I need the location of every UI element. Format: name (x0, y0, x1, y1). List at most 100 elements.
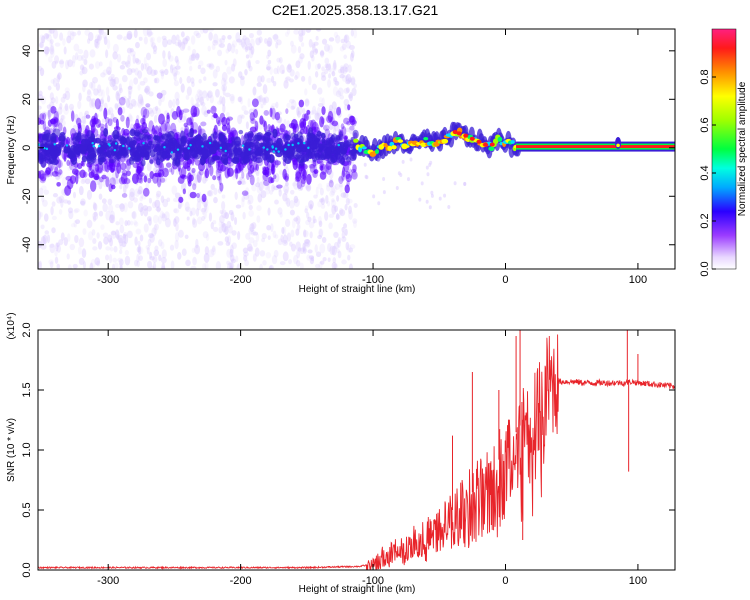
noise-blob (162, 198, 169, 208)
energy-blob (259, 115, 264, 125)
peak-speckle (277, 150, 280, 153)
core-blob (48, 142, 54, 153)
noise-blob (143, 88, 149, 94)
core-blob (122, 149, 130, 156)
noise-blob (324, 68, 329, 75)
noise-blob (97, 240, 103, 250)
energy-blob (158, 172, 162, 178)
noise-blob (283, 184, 290, 194)
noise-blob (40, 95, 47, 105)
noise-blob (57, 168, 64, 179)
spectrogram-heatmap (38, 29, 675, 269)
energy-blob (349, 115, 356, 126)
noise-blob (42, 234, 48, 245)
noise-blob (102, 179, 109, 188)
noise-blob (279, 212, 283, 218)
noise-blob (122, 233, 126, 244)
noise-blob (226, 260, 231, 266)
core-blob (140, 159, 146, 167)
noise-blob (155, 207, 162, 212)
noise-blob (74, 234, 79, 244)
noise-blob (107, 70, 111, 76)
noise-blob (229, 248, 234, 258)
core-blob (352, 129, 359, 139)
noise-blob (167, 50, 171, 60)
core-blob (243, 133, 250, 142)
noise-blob (272, 80, 277, 87)
trailing-blob (363, 162, 367, 167)
core-blob (159, 135, 165, 142)
energy-blob (69, 175, 77, 184)
noise-blob (49, 261, 54, 269)
energy-blob (269, 107, 273, 118)
track-strong-point (463, 133, 469, 138)
noise-blob (95, 34, 101, 41)
noise-blob (333, 79, 339, 85)
noise-blob (183, 38, 188, 46)
noise-blob (98, 210, 104, 217)
noise-blob (143, 223, 149, 233)
noise-blob (96, 260, 101, 267)
noise-blob (351, 87, 357, 97)
noise-blob (341, 75, 348, 82)
core-blob (311, 148, 319, 153)
energy-blob (196, 171, 202, 183)
noise-blob (241, 197, 245, 208)
noise-blob (84, 29, 91, 36)
noise-blob (44, 46, 50, 55)
energy-blob (221, 116, 228, 127)
energy-blob (115, 167, 119, 179)
core-blob (296, 131, 303, 138)
noise-blob (271, 184, 275, 192)
noise-blob (293, 180, 299, 190)
noise-blob (261, 237, 266, 243)
core-blob (221, 148, 229, 157)
energy-blob (131, 173, 139, 184)
noise-blob (308, 75, 312, 86)
energy-blob (309, 163, 315, 173)
noise-blob (210, 247, 216, 256)
core-blob (284, 155, 292, 165)
noise-blob (136, 246, 141, 253)
noise-blob (143, 77, 148, 84)
trailing-blob (425, 199, 429, 204)
noise-blob (113, 245, 118, 253)
energy-blob (79, 169, 86, 179)
energy-blob (226, 117, 231, 126)
energy-blob (343, 161, 350, 173)
noise-blob (268, 264, 274, 269)
noise-blob (345, 74, 349, 82)
noise-blob (66, 253, 70, 260)
energy-blob (300, 168, 307, 179)
energy-blob (308, 119, 314, 129)
energy-blob (321, 106, 326, 116)
noise-blob (191, 170, 195, 177)
snr-x-axis-label: Height of straight line (km) (299, 584, 416, 595)
energy-blob (186, 117, 193, 126)
noise-blob (308, 255, 314, 260)
noise-blob (90, 258, 96, 268)
noise-blob (318, 229, 323, 237)
noise-blob (196, 196, 201, 203)
noise-blob (289, 241, 293, 247)
noise-blob (112, 176, 119, 185)
energy-blob (142, 108, 150, 119)
noise-blob (296, 249, 301, 259)
core-blob (63, 145, 71, 154)
energy-blob (285, 108, 289, 115)
energy-blob (70, 110, 75, 122)
peak-speckle (271, 146, 275, 149)
peak-speckle (53, 143, 56, 146)
noise-blob (209, 94, 214, 104)
noise-blob (289, 209, 295, 216)
noise-blob (350, 77, 356, 85)
core-blob (103, 127, 109, 137)
noise-blob (46, 234, 51, 244)
energy-blob (45, 167, 51, 175)
noise-blob (278, 187, 282, 193)
noise-blob (196, 89, 203, 99)
noise-blob (341, 231, 346, 239)
noise-blob (306, 212, 310, 219)
snr-y-axis-label: SNR (10 * v/v) (6, 418, 17, 482)
